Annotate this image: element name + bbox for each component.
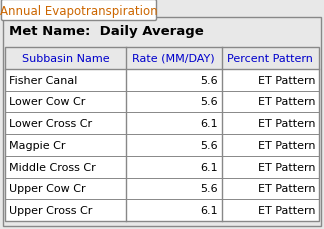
Bar xyxy=(5,69,319,221)
Text: Upper Cross Cr: Upper Cross Cr xyxy=(9,205,92,215)
Text: Annual Evapotranspiration: Annual Evapotranspiration xyxy=(0,5,158,17)
Text: Lower Cross Cr: Lower Cross Cr xyxy=(9,119,92,128)
Text: Fisher Canal: Fisher Canal xyxy=(9,75,77,85)
Text: Middle Cross Cr: Middle Cross Cr xyxy=(9,162,96,172)
Text: Upper Cow Cr: Upper Cow Cr xyxy=(9,184,86,194)
Text: 5.6: 5.6 xyxy=(200,140,218,150)
Text: Rate (MM/DAY): Rate (MM/DAY) xyxy=(133,54,215,64)
Bar xyxy=(5,48,319,221)
Bar xyxy=(5,48,319,69)
Text: ET Pattern: ET Pattern xyxy=(258,205,315,215)
Text: Lower Cow Cr: Lower Cow Cr xyxy=(9,97,86,107)
Text: Subbasin Name: Subbasin Name xyxy=(22,54,109,64)
Text: ET Pattern: ET Pattern xyxy=(258,140,315,150)
Text: 5.6: 5.6 xyxy=(200,97,218,107)
Text: Magpie Cr: Magpie Cr xyxy=(9,140,65,150)
Text: ET Pattern: ET Pattern xyxy=(258,97,315,107)
Text: 5.6: 5.6 xyxy=(200,75,218,85)
Text: 6.1: 6.1 xyxy=(200,205,218,215)
Text: ET Pattern: ET Pattern xyxy=(258,162,315,172)
Text: Met Name:  Daily Average: Met Name: Daily Average xyxy=(9,25,204,38)
Text: 6.1: 6.1 xyxy=(200,119,218,128)
Text: 5.6: 5.6 xyxy=(200,184,218,194)
Text: ET Pattern: ET Pattern xyxy=(258,184,315,194)
Text: ET Pattern: ET Pattern xyxy=(258,75,315,85)
Text: Percent Pattern: Percent Pattern xyxy=(227,54,313,64)
Text: 6.1: 6.1 xyxy=(200,162,218,172)
FancyBboxPatch shape xyxy=(2,0,156,21)
Text: ET Pattern: ET Pattern xyxy=(258,119,315,128)
